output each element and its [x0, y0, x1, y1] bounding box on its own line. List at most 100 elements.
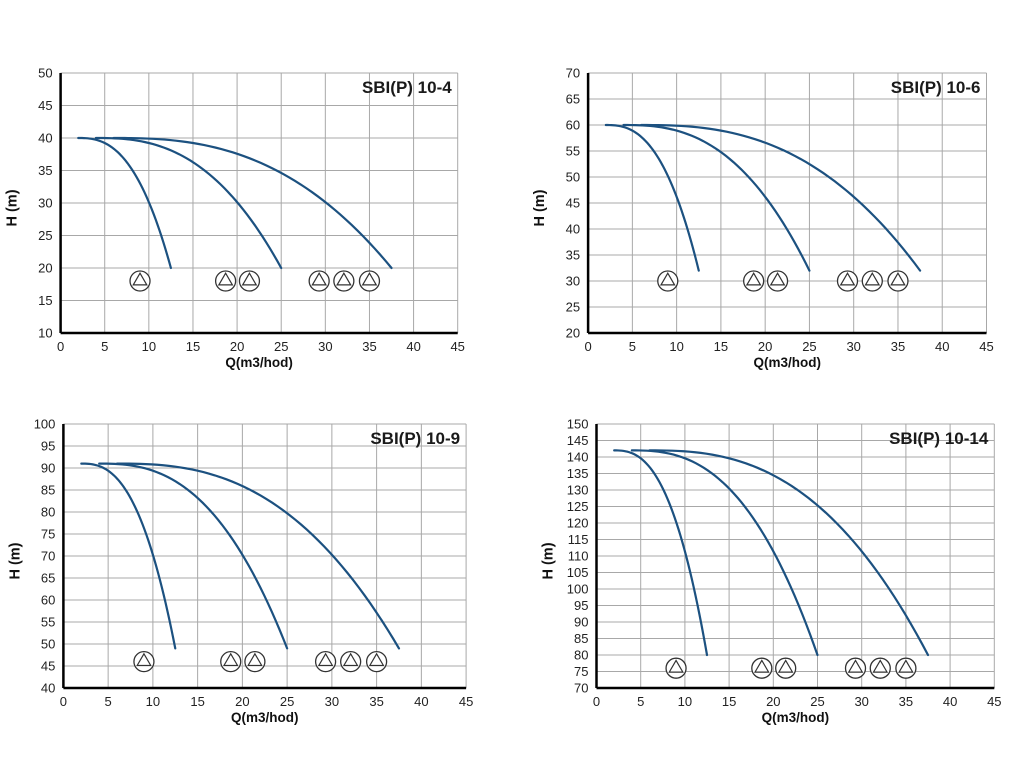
- svg-text:35: 35: [891, 339, 905, 354]
- svg-text:45: 45: [38, 98, 52, 113]
- svg-text:0: 0: [60, 694, 67, 709]
- svg-text:40: 40: [41, 681, 55, 696]
- svg-text:Q(m3/hod): Q(m3/hod): [754, 355, 822, 370]
- svg-text:130: 130: [567, 483, 589, 498]
- svg-text:15: 15: [186, 339, 200, 354]
- svg-text:20: 20: [235, 694, 249, 709]
- svg-text:110: 110: [568, 549, 589, 564]
- svg-text:30: 30: [318, 339, 332, 354]
- svg-text:100: 100: [34, 417, 56, 432]
- svg-text:45: 45: [979, 339, 993, 354]
- svg-text:80: 80: [574, 648, 588, 663]
- svg-text:20: 20: [566, 326, 580, 341]
- svg-text:0: 0: [584, 339, 591, 354]
- svg-text:25: 25: [280, 694, 294, 709]
- svg-text:90: 90: [41, 461, 55, 476]
- svg-text:45: 45: [459, 694, 473, 709]
- svg-text:85: 85: [41, 483, 55, 498]
- svg-text:25: 25: [566, 300, 580, 315]
- svg-text:125: 125: [567, 499, 589, 514]
- svg-text:35: 35: [899, 694, 913, 709]
- svg-text:40: 40: [935, 339, 949, 354]
- svg-text:30: 30: [846, 339, 860, 354]
- svg-text:45: 45: [450, 339, 464, 354]
- svg-text:105: 105: [567, 565, 589, 580]
- svg-text:35: 35: [369, 694, 383, 709]
- svg-text:35: 35: [566, 248, 580, 263]
- svg-text:SBI(P) 10-4: SBI(P) 10-4: [362, 78, 452, 97]
- svg-text:Q(m3/hod): Q(m3/hod): [225, 355, 293, 370]
- svg-text:45: 45: [566, 196, 580, 211]
- svg-text:30: 30: [854, 694, 868, 709]
- svg-text:SBI(P) 10-9: SBI(P) 10-9: [370, 429, 460, 448]
- svg-text:10: 10: [38, 326, 52, 341]
- svg-text:15: 15: [722, 694, 736, 709]
- svg-text:SBI(P) 10-14: SBI(P) 10-14: [889, 429, 989, 448]
- svg-text:70: 70: [41, 549, 55, 564]
- svg-text:20: 20: [758, 339, 772, 354]
- svg-text:40: 40: [38, 131, 52, 146]
- svg-text:5: 5: [105, 694, 112, 709]
- svg-text:50: 50: [38, 66, 52, 81]
- svg-text:70: 70: [566, 66, 580, 81]
- svg-text:5: 5: [101, 339, 108, 354]
- svg-text:60: 60: [566, 118, 580, 133]
- svg-text:30: 30: [325, 694, 339, 709]
- svg-text:5: 5: [637, 694, 644, 709]
- svg-text:95: 95: [574, 598, 588, 613]
- svg-text:35: 35: [362, 339, 376, 354]
- svg-text:0: 0: [57, 339, 64, 354]
- svg-text:H (m): H (m): [7, 542, 23, 579]
- svg-text:25: 25: [810, 694, 824, 709]
- svg-text:50: 50: [41, 637, 55, 652]
- svg-text:40: 40: [414, 694, 428, 709]
- svg-text:145: 145: [567, 433, 589, 448]
- svg-text:95: 95: [41, 439, 55, 454]
- svg-text:H (m): H (m): [541, 542, 557, 579]
- svg-text:25: 25: [38, 228, 52, 243]
- svg-text:120: 120: [567, 516, 589, 531]
- svg-text:50: 50: [566, 170, 580, 185]
- svg-text:15: 15: [714, 339, 728, 354]
- svg-text:30: 30: [38, 196, 52, 211]
- svg-text:40: 40: [943, 694, 957, 709]
- svg-text:45: 45: [41, 659, 55, 674]
- svg-text:75: 75: [574, 664, 588, 679]
- svg-text:25: 25: [274, 339, 288, 354]
- svg-text:65: 65: [566, 92, 580, 107]
- svg-text:135: 135: [567, 466, 589, 481]
- svg-text:SBI(P) 10-6: SBI(P) 10-6: [891, 78, 981, 97]
- svg-text:5: 5: [629, 339, 636, 354]
- svg-text:10: 10: [669, 339, 683, 354]
- svg-text:Q(m3/hod): Q(m3/hod): [231, 710, 299, 725]
- svg-text:H (m): H (m): [532, 189, 548, 226]
- svg-text:80: 80: [41, 505, 55, 520]
- svg-text:40: 40: [566, 222, 580, 237]
- svg-text:65: 65: [41, 571, 55, 586]
- svg-text:70: 70: [574, 681, 588, 696]
- svg-text:20: 20: [230, 339, 244, 354]
- svg-text:0: 0: [593, 694, 600, 709]
- svg-text:10: 10: [142, 339, 156, 354]
- svg-text:100: 100: [567, 582, 589, 597]
- svg-text:20: 20: [766, 694, 780, 709]
- svg-text:45: 45: [987, 694, 1001, 709]
- svg-text:40: 40: [406, 339, 420, 354]
- svg-text:35: 35: [38, 163, 52, 178]
- svg-text:25: 25: [802, 339, 816, 354]
- svg-text:55: 55: [41, 615, 55, 630]
- svg-text:60: 60: [41, 593, 55, 608]
- svg-text:H (m): H (m): [5, 189, 21, 226]
- svg-text:15: 15: [190, 694, 204, 709]
- svg-text:10: 10: [678, 694, 692, 709]
- svg-text:140: 140: [567, 450, 589, 465]
- svg-text:85: 85: [574, 631, 588, 646]
- svg-text:75: 75: [41, 527, 55, 542]
- svg-text:Q(m3/hod): Q(m3/hod): [762, 710, 830, 725]
- svg-text:115: 115: [568, 532, 589, 547]
- svg-text:150: 150: [567, 417, 589, 432]
- svg-text:30: 30: [566, 274, 580, 289]
- svg-text:55: 55: [566, 144, 580, 159]
- svg-text:90: 90: [574, 615, 588, 630]
- svg-text:15: 15: [38, 293, 52, 308]
